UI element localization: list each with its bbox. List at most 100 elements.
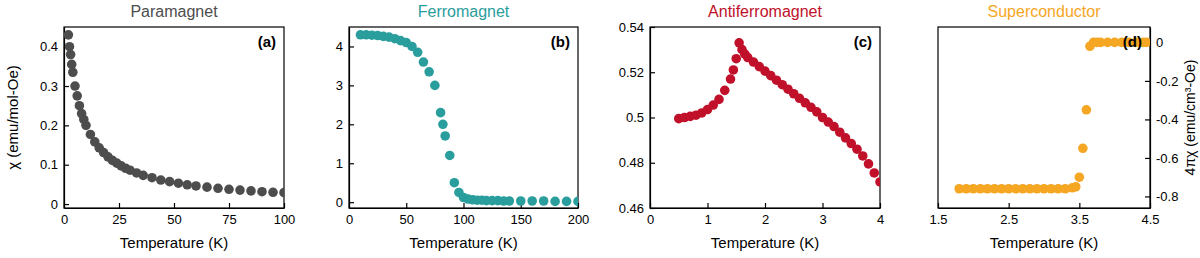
plot-frame (650, 27, 880, 208)
data-point (70, 81, 80, 91)
x-tick: 1 (704, 203, 711, 227)
tick-label: 0 (51, 197, 58, 212)
tick-mark (1145, 196, 1150, 197)
tick-mark (1145, 119, 1150, 120)
data-point (430, 81, 440, 91)
x-axis-title: Temperature (K) (120, 234, 228, 251)
tick-label: 0.46 (619, 201, 644, 216)
tick-label: 200 (568, 212, 590, 227)
tick-label: 3.5 (1071, 212, 1089, 227)
data-point (875, 177, 880, 187)
tick-label: 4 (877, 212, 884, 227)
data-point (424, 67, 434, 77)
axis-line (349, 28, 350, 209)
tick-label: 0 (336, 195, 343, 210)
tick-mark (650, 117, 655, 118)
y-tick: 0.4 (40, 39, 69, 54)
y-axis: 00.10.20.30.4 (40, 28, 69, 212)
x-tick: 50 (167, 203, 181, 227)
data-point (858, 151, 868, 161)
tick-label: 3 (336, 78, 343, 93)
y-tick: 0.54 (619, 20, 655, 35)
tick-label: 1.5 (929, 212, 947, 227)
tick-mark (64, 125, 69, 126)
tick-mark (938, 203, 939, 208)
data-point (550, 197, 560, 207)
tick-label: 0.3 (40, 79, 58, 94)
y-tick: 2 (336, 117, 354, 132)
data-point (72, 91, 82, 101)
panel-title: Antiferromagnet (708, 3, 822, 20)
tick-mark (349, 163, 354, 164)
x-tick: 50 (400, 203, 414, 227)
data-point (165, 177, 175, 187)
x-axis-title: Temperature (K) (711, 234, 819, 251)
y-axis: 01234 (336, 28, 354, 210)
panel: 05010015020001234Ferromagnet(b)Temperatu… (336, 3, 590, 251)
data-point (156, 175, 166, 185)
plot-area (674, 38, 880, 187)
plot-frame (349, 27, 578, 208)
y-tick: -0.6 (1145, 151, 1178, 166)
tick-label: -0.2 (1156, 74, 1178, 89)
tick-mark (349, 46, 354, 47)
tick-mark (880, 203, 881, 208)
tick-label: 150 (510, 212, 532, 227)
tick-mark (349, 202, 354, 203)
plot-frame (64, 27, 284, 208)
x-tick: 100 (453, 203, 475, 227)
data-point (516, 196, 526, 206)
tick-mark (822, 203, 823, 208)
tick-mark (406, 203, 407, 208)
y-tick: 1 (336, 156, 354, 171)
data-point (246, 186, 256, 196)
data-point (505, 196, 515, 206)
data-point (419, 57, 429, 67)
y-tick: 0.52 (619, 65, 655, 80)
tick-label: 0.48 (619, 155, 644, 170)
x-tick: 200 (568, 203, 590, 227)
data-point (1071, 182, 1081, 192)
data-point (714, 95, 724, 105)
data-point (235, 185, 245, 195)
tick-mark (650, 72, 655, 73)
data-point (438, 120, 448, 130)
x-axis: 1.52.53.54.5 (929, 203, 1159, 227)
tick-label: 3 (819, 212, 826, 227)
tick-mark (174, 203, 175, 208)
data-point (213, 184, 223, 194)
data-point (257, 187, 267, 197)
data-point (147, 173, 157, 183)
tick-label: 2 (336, 117, 343, 132)
tick-mark (578, 203, 579, 208)
data-point (1082, 105, 1092, 115)
data-point (864, 159, 874, 169)
plot-area (64, 30, 284, 197)
plot-area (356, 30, 578, 206)
data-point (191, 181, 201, 191)
data-point (279, 188, 284, 198)
data-point (729, 65, 739, 75)
y-axis-title: χ (emu/mol-Oe) (4, 65, 21, 170)
tick-mark (650, 208, 655, 209)
plot-area (954, 38, 1150, 194)
panel: 025507510000.10.20.30.4Paramagnet(a)Temp… (4, 3, 295, 251)
tick-label: 2.5 (1000, 212, 1018, 227)
panel-label: (c) (854, 33, 872, 50)
axis-line (1150, 28, 1151, 209)
panel-label: (a) (258, 33, 276, 50)
data-point (81, 121, 91, 131)
data-point (573, 197, 578, 207)
y2-axis: 0-0.2-0.4-0.6-0.8 (1145, 28, 1178, 209)
y-tick: 0 (51, 197, 69, 212)
y-tick: 3 (336, 78, 354, 93)
x-tick: 1.5 (929, 203, 947, 227)
data-point (68, 67, 78, 77)
y-tick: 0.46 (619, 201, 655, 216)
data-point (182, 180, 192, 190)
data-point (224, 185, 234, 195)
x-axis: 0255075100 (61, 203, 295, 227)
tick-mark (349, 124, 354, 125)
data-point (562, 197, 572, 207)
x-tick: 75 (222, 203, 236, 227)
